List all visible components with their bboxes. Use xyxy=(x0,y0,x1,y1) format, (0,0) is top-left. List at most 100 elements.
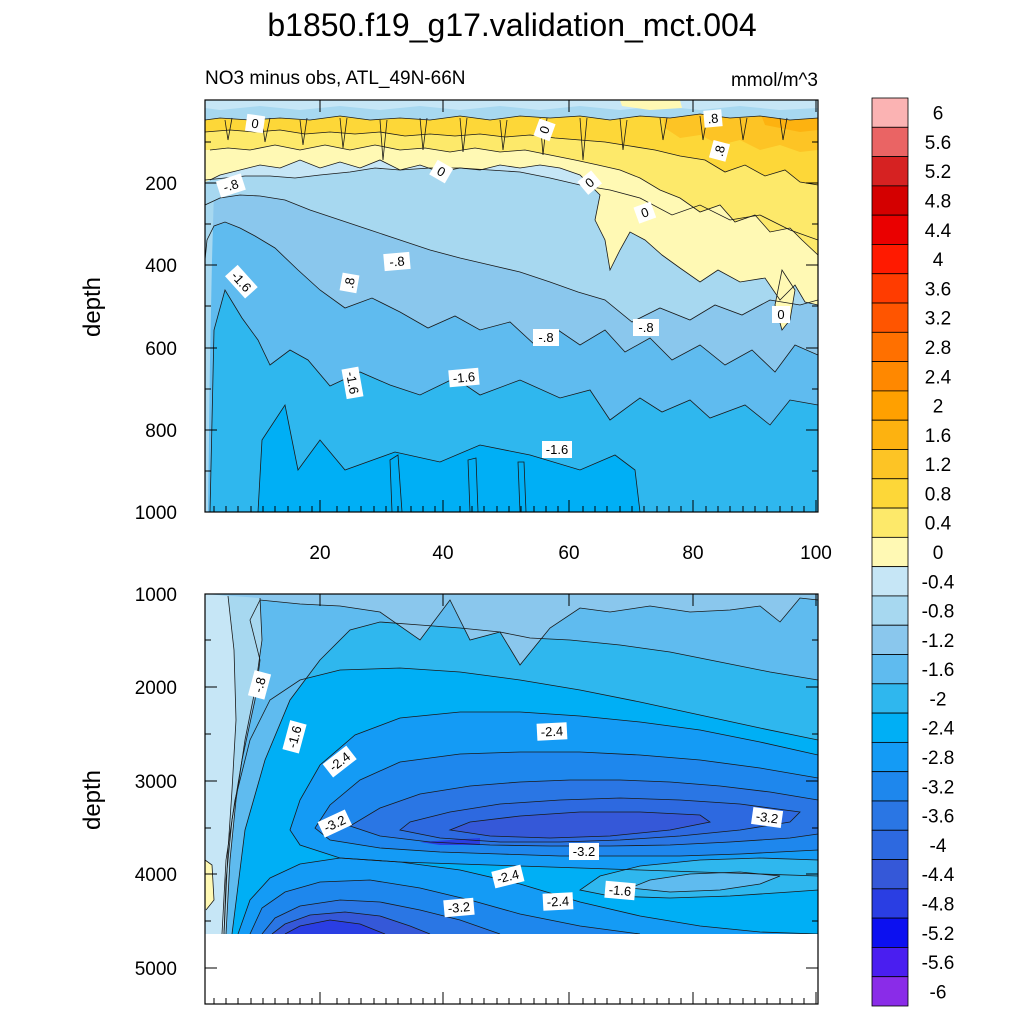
colorbar-swatch xyxy=(871,566,909,597)
lower-contour-labels: -.8 -1.6 -2.4 -3.2 -2.4 -3.2 -3.2 -2.4 -… xyxy=(247,670,784,918)
contour-label: .8 xyxy=(707,111,719,127)
colorbar-swatch xyxy=(871,624,909,655)
colorbar-swatch xyxy=(871,302,909,333)
colorbar: 6 5.6 5.2 4.8 4.4 4 3.6 3.2 2.8 2.4 2 1.6 1.2 0.8 0.4 0… xyxy=(871,97,955,1007)
contour-label: 0 xyxy=(536,124,553,136)
colorbar-swatch xyxy=(871,361,909,392)
colorbar-swatch xyxy=(871,595,909,626)
colorbar-label: -2.4 xyxy=(922,719,955,740)
colorbar-label: 4.4 xyxy=(925,221,952,242)
colorbar-swatch xyxy=(871,507,909,538)
colorbar-swatch xyxy=(871,536,909,568)
colorbar-label: 3.2 xyxy=(925,309,951,330)
contour-label: -1.6 xyxy=(546,442,568,457)
upper-x-tick-label: 40 xyxy=(432,543,453,564)
colorbar-label: 0.8 xyxy=(925,484,951,505)
upper-y-tick-label: 800 xyxy=(145,421,177,442)
colorbar-label: -3.6 xyxy=(922,807,955,828)
colorbar-label: -6 xyxy=(930,982,947,1003)
colorbar-label: 5.6 xyxy=(925,133,951,154)
colorbar-swatch xyxy=(871,976,909,1007)
colorbar-swatch xyxy=(871,947,909,978)
lower-y-axis-label: depth xyxy=(79,770,106,830)
colorbar-label: 1.6 xyxy=(925,426,951,447)
colorbar-swatch xyxy=(871,771,909,802)
lower-y-tick-labels: 1000 2000 3000 4000 5000 xyxy=(135,585,177,980)
colorbar-label: -5.6 xyxy=(922,953,955,974)
colorbar-swatch xyxy=(871,917,909,948)
colorbar-swatch xyxy=(871,273,909,304)
colorbar-label: -4.4 xyxy=(922,865,955,886)
upper-y-tick-label: 600 xyxy=(145,339,177,360)
colorbar-label: 6 xyxy=(933,104,944,125)
colorbar-label: 5.2 xyxy=(925,162,951,183)
colorbar-label: 2.4 xyxy=(925,367,952,388)
upper-y-tick-label: 200 xyxy=(145,174,177,195)
contour-label: -2.4 xyxy=(540,723,563,739)
contour-label: -1.6 xyxy=(452,369,476,386)
colorbar-label: 0 xyxy=(933,543,944,564)
upper-x-tick-labels: 20 40 60 80 100 xyxy=(309,543,831,564)
upper-y-axis-label: depth xyxy=(79,277,106,337)
colorbar-swatch xyxy=(871,214,909,245)
colorbar-label: 0.4 xyxy=(925,514,952,535)
upper-contour-labels: 0 .8 .8 0 0 -.8 0 0 -1.6 .8 -.8 -.8 -.8 … xyxy=(215,109,790,458)
upper-x-tick-label: 60 xyxy=(558,543,579,564)
colorbar-swatch xyxy=(871,741,909,773)
colorbar-swatch xyxy=(871,683,909,714)
contour-label: -1.6 xyxy=(608,882,632,899)
contour-label: -.8 xyxy=(638,320,653,335)
lower-y-tick-label: 4000 xyxy=(135,865,177,886)
colorbar-label: -2.8 xyxy=(922,748,955,769)
lower-y-tick-label: 1000 xyxy=(135,585,177,606)
colorbar-swatch xyxy=(871,888,909,919)
upper-axis-ticks xyxy=(205,100,818,512)
upper-contour-fill xyxy=(205,100,818,512)
upper-x-tick-label: 80 xyxy=(682,543,703,564)
upper-panel: 20 40 60 80 100 200 400 600 800 1000 dep… xyxy=(79,99,832,564)
colorbar-swatch xyxy=(871,712,909,743)
upper-y-tick-label: 1000 xyxy=(135,503,177,524)
contour-label: .8 xyxy=(341,276,358,289)
contour-label: -3.2 xyxy=(573,844,595,859)
upper-y-tick-label: 400 xyxy=(145,256,177,277)
colorbar-swatch xyxy=(871,859,909,890)
contour-label: -2.4 xyxy=(495,867,520,887)
contour-label: .8 xyxy=(711,144,728,158)
colorbar-swatch xyxy=(871,829,909,860)
lower-axis-ticks xyxy=(205,594,818,1004)
colorbar-label: -3.2 xyxy=(922,777,955,798)
figure-title: b1850.f19_g17.validation_mct.004 xyxy=(267,7,756,43)
colorbar-swatch xyxy=(871,126,909,157)
colorbar-swatch xyxy=(871,331,909,363)
colorbar-label: 4 xyxy=(933,250,944,271)
contour-label: -.8 xyxy=(250,676,268,695)
upper-y-tick-labels: 200 400 600 800 1000 xyxy=(135,174,177,524)
upper-x-tick-label: 100 xyxy=(800,543,832,564)
lower-y-tick-label: 5000 xyxy=(135,959,177,980)
lower-panel: 1000 2000 3000 4000 5000 depth -.8 -1.6 … xyxy=(79,585,819,1005)
colorbar-label: 3.6 xyxy=(925,279,951,300)
colorbar-swatch xyxy=(871,390,909,421)
colorbar-swatch xyxy=(871,419,909,450)
contour-label: -1.6 xyxy=(284,724,304,750)
colorbar-label: -2 xyxy=(930,689,947,710)
contour-label: 0 xyxy=(777,307,784,322)
colorbar-label: -0.8 xyxy=(922,602,955,623)
contour-label: -.8 xyxy=(221,176,240,195)
colorbar-label: -1.2 xyxy=(922,631,955,652)
colorbar-label: 2 xyxy=(933,397,944,418)
colorbar-swatch xyxy=(871,800,909,831)
colorbar-swatch xyxy=(871,185,909,216)
contour-label: -2.4 xyxy=(546,893,569,909)
colorbar-label: -5.2 xyxy=(922,924,955,945)
colorbar-swatch xyxy=(871,654,909,685)
subtitle-left: NO3 minus obs, ATL_49N-66N xyxy=(205,68,466,89)
colorbar-label: -1.6 xyxy=(922,660,955,681)
units-label: mmol/m^3 xyxy=(731,70,818,91)
contour-label: -3.2 xyxy=(755,809,779,827)
contour-label: -3.2 xyxy=(447,899,471,916)
colorbar-label: 2.8 xyxy=(925,338,951,359)
colorbar-swatch xyxy=(871,156,909,187)
